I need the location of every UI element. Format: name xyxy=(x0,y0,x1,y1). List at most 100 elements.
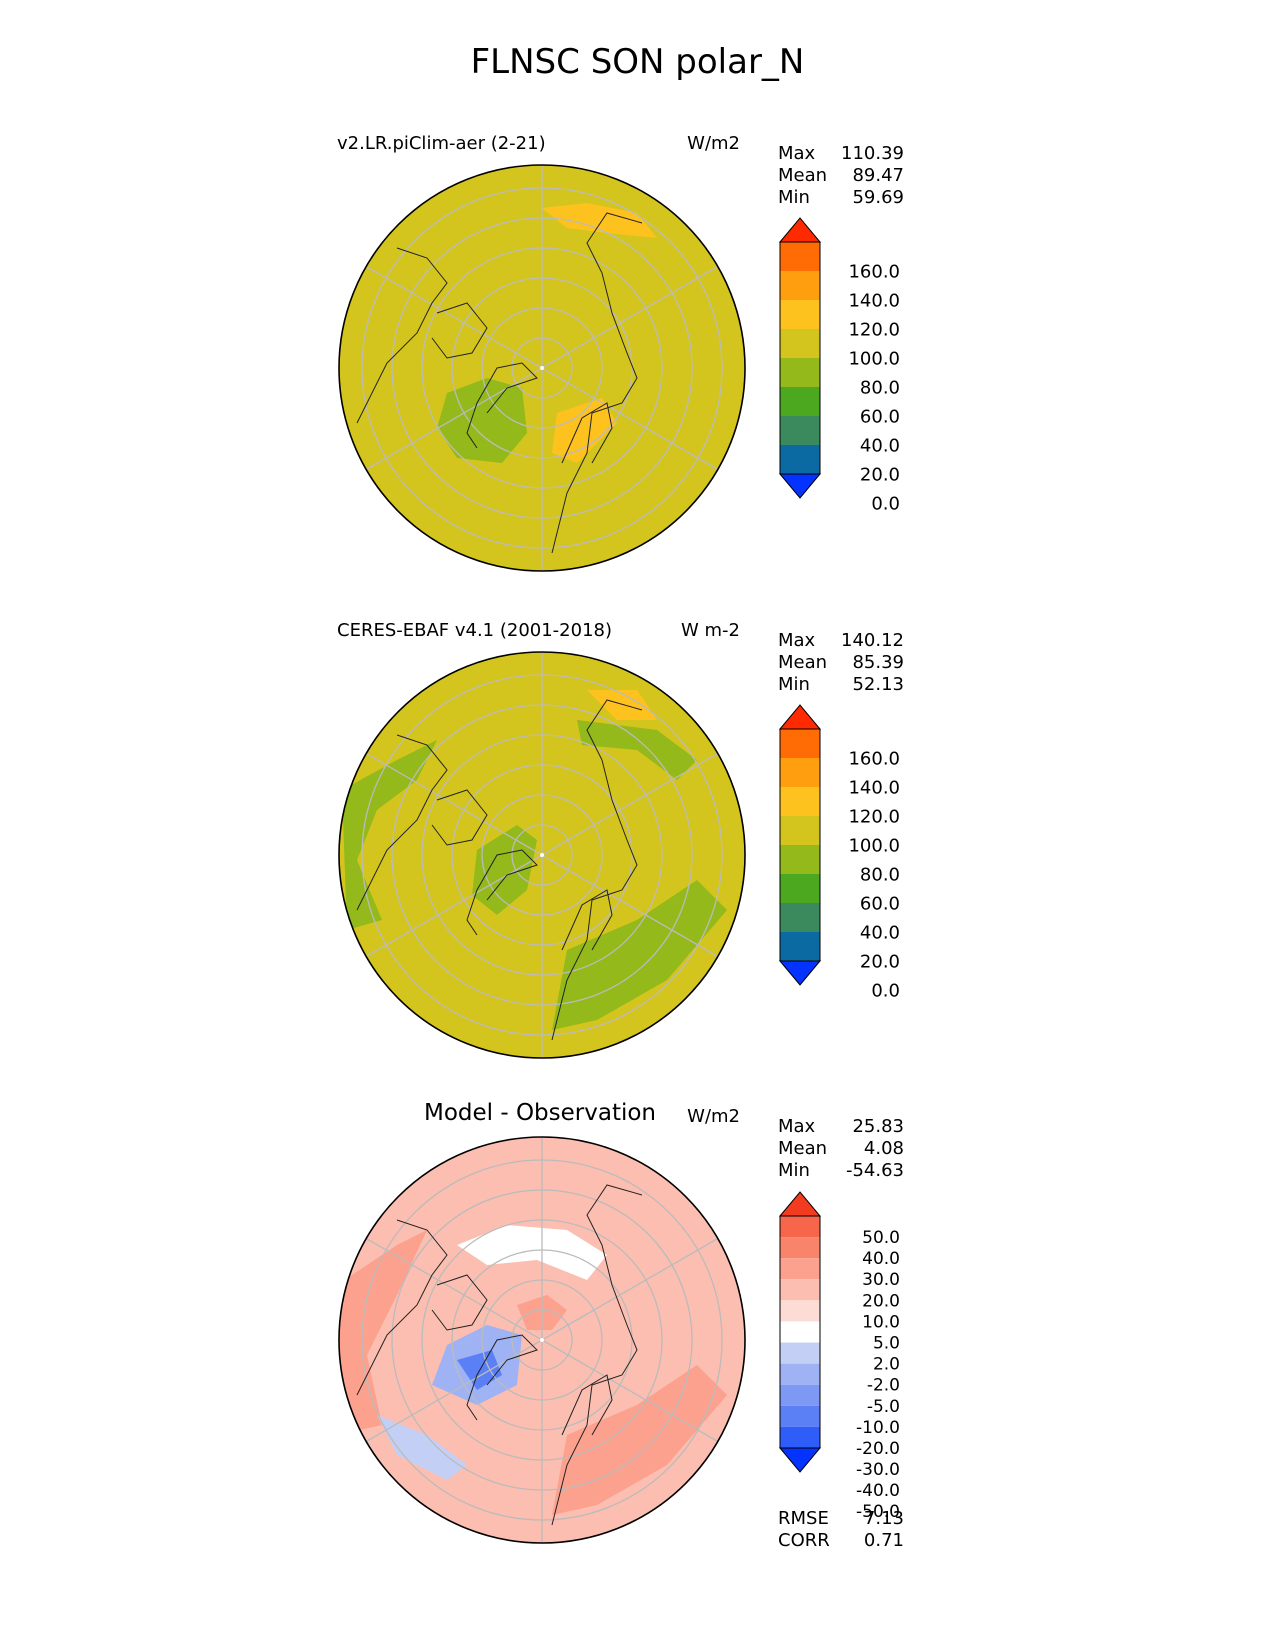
colorbar-segment xyxy=(780,816,820,845)
field-region xyxy=(377,1415,467,1480)
pole-marker xyxy=(540,366,544,370)
colorbar-extend-top xyxy=(778,1191,822,1217)
colorbar-frame xyxy=(779,241,821,475)
stat-mean: Mean 85.39 xyxy=(778,652,904,674)
meridian-gridline xyxy=(541,1237,719,1341)
figure-title: FLNSC SON polar_N xyxy=(470,42,805,82)
colorbar-segment xyxy=(780,445,820,474)
colorbar-segment xyxy=(780,242,820,271)
panel-3-units: W/m2 xyxy=(687,1106,740,1127)
panel-1-colorbar: 160.0 140.0 120.0 100.0 80.0 60.0 40.0 20.0 0.0 xyxy=(778,217,900,514)
colorbar-tick-label: 30.0 xyxy=(862,1270,900,1290)
field-region xyxy=(462,398,502,443)
colorbar-frame xyxy=(779,728,821,962)
colorbar-tick-label: -50.0 xyxy=(856,1502,900,1522)
stat-value: 25.83 xyxy=(852,1116,904,1137)
metric-label: CORR xyxy=(778,1530,830,1551)
colorbar-extend-bottom xyxy=(778,1447,822,1473)
meridian-gridline xyxy=(365,1237,543,1341)
colorbar-tick-label: -2.0 xyxy=(867,1376,900,1396)
colorbar-tick-label: -5.0 xyxy=(867,1397,900,1417)
panel-3-stats: Max 25.83 Mean 4.08 Min -54.63 xyxy=(778,1116,904,1182)
colorbar-tick-label: 140.0 xyxy=(848,290,900,311)
colorbar-tick-label: 50.0 xyxy=(862,1228,900,1248)
colorbar-extend-top xyxy=(778,217,822,243)
meridian-gridline xyxy=(541,265,719,369)
stat-mean: Mean 89.47 xyxy=(778,165,904,187)
colorbar-tick-label: 140.0 xyxy=(848,777,900,798)
colorbar-segment xyxy=(780,787,820,816)
panel-3-title: Model - Observation xyxy=(423,1100,657,1126)
coastline xyxy=(561,402,613,464)
colorbar-tick-label: 40.0 xyxy=(862,1249,900,1269)
colorbar-segment xyxy=(780,1216,820,1238)
colorbar-segment xyxy=(780,932,820,961)
stat-min: Min -54.63 xyxy=(778,1160,904,1182)
stat-label: Mean xyxy=(778,165,828,186)
colorbar-tick-label: 20.0 xyxy=(862,1291,900,1311)
metric-rmse: RMSE 7.13 xyxy=(778,1508,904,1530)
coastline xyxy=(431,302,488,359)
colorbar-tick-label: 20.0 xyxy=(860,464,900,485)
panel-3-polar-map xyxy=(338,1136,746,1544)
stat-value: 4.08 xyxy=(863,1138,904,1159)
map-boundary xyxy=(338,651,746,1059)
colorbar-segment xyxy=(780,271,820,300)
metric-value: 7.13 xyxy=(863,1508,904,1529)
meridian-gridline xyxy=(365,752,543,856)
colorbar-segment xyxy=(780,874,820,903)
colorbar-segment xyxy=(780,1258,820,1280)
colorbar-segment xyxy=(780,1426,820,1448)
stat-max: Max 110.39 xyxy=(778,143,904,165)
colorbar-tick-label: 5.0 xyxy=(873,1333,900,1353)
metric-corr: CORR 0.71 xyxy=(778,1530,904,1552)
colorbar-segment xyxy=(780,1363,820,1385)
field-region xyxy=(472,825,537,915)
meridian-gridline xyxy=(365,265,543,369)
pole-marker xyxy=(540,853,544,857)
meridian-gridline xyxy=(541,367,719,471)
colorbar-segment xyxy=(780,845,820,874)
colorbar-tick-label: 10.0 xyxy=(862,1312,900,1332)
stat-max: Max 140.12 xyxy=(778,630,904,652)
pole-marker xyxy=(540,1338,544,1342)
colorbar-segment xyxy=(780,329,820,358)
stat-value: 85.39 xyxy=(852,652,904,673)
coastline xyxy=(356,1219,448,1396)
colorbar-frame xyxy=(779,1215,821,1449)
coastline xyxy=(356,247,448,424)
coastline xyxy=(561,889,613,951)
colorbar-tick-label: 100.0 xyxy=(848,835,900,856)
meridian-gridline xyxy=(365,1339,543,1443)
panel-3-colorbar: 50.040.030.020.010.05.02.0-2.0-5.0-10.0 -… xyxy=(778,1191,900,1522)
colorbar-tick-label: 160.0 xyxy=(848,748,900,769)
stat-label: Min xyxy=(778,1160,810,1181)
panel-1-polar-map xyxy=(338,164,746,572)
stat-max: Max 25.83 xyxy=(778,1116,904,1138)
colorbar-segment xyxy=(780,1300,820,1322)
colorbar-tick-label: 40.0 xyxy=(860,922,900,943)
colorbar-tick-label: 40.0 xyxy=(860,435,900,456)
colorbar-tick-label: 0.0 xyxy=(871,493,900,514)
stat-min: Min 52.13 xyxy=(778,674,904,696)
panel-2-stats: Max 140.12 Mean 85.39 Min 52.13 xyxy=(778,630,904,696)
stat-label: Mean xyxy=(778,1138,828,1159)
coastline xyxy=(551,212,643,554)
field-region xyxy=(339,1230,427,1435)
colorbar-segment xyxy=(780,300,820,329)
coastline xyxy=(466,849,538,936)
colorbar-tick-label: -30.0 xyxy=(856,1460,900,1480)
panel-3-metrics: RMSE 7.13 CORR 0.71 xyxy=(778,1508,904,1552)
coastline xyxy=(466,362,538,449)
meridian-gridline xyxy=(541,752,719,856)
colorbar-segment xyxy=(780,903,820,932)
panel-1-stats: Max 110.39 Mean 89.47 Min 59.69 xyxy=(778,143,904,209)
colorbar-tick-label: 2.0 xyxy=(873,1355,900,1375)
map-boundary xyxy=(338,1136,746,1544)
meridian-gridline xyxy=(541,854,719,958)
colorbar-segment xyxy=(780,1342,820,1364)
colorbar-extend-bottom xyxy=(778,473,822,499)
stat-label: Max xyxy=(778,630,816,651)
stat-value: 59.69 xyxy=(852,187,904,208)
colorbar-tick-label: -10.0 xyxy=(856,1418,900,1438)
